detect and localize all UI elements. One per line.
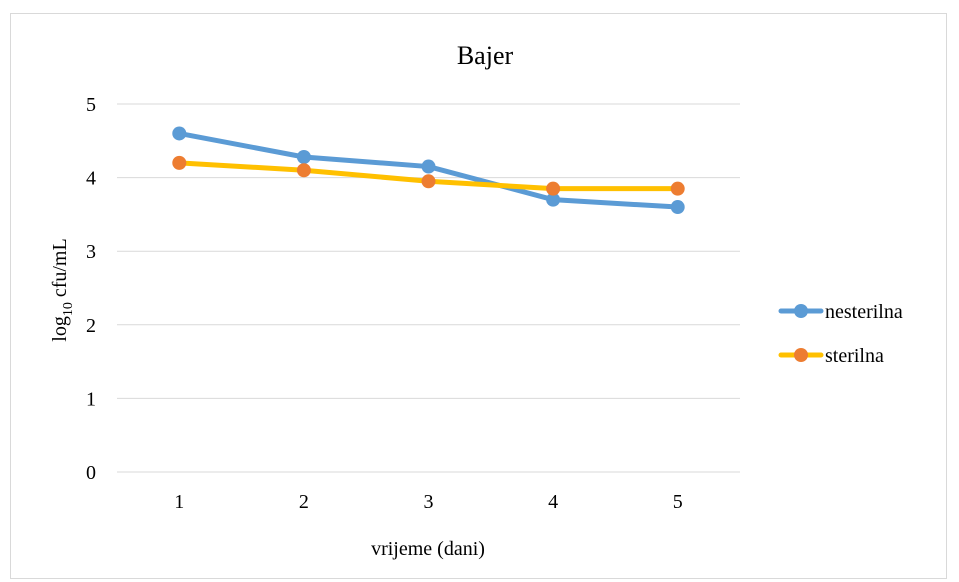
x-tick-label-5: 5 [673,491,683,513]
data-point-sterilna-1 [172,155,187,170]
y-tick-label-0: 0 [86,462,96,484]
y-axis-label-subscript: 10 [61,302,76,316]
series-layer [172,126,685,215]
y-tick-label-2: 2 [86,315,96,337]
data-point-sterilna-3 [421,174,436,189]
legend-label-sterilna: sterilna [825,345,884,367]
series-sterilna [172,155,685,196]
y-axis-label: log10 cfu/mL [49,238,76,341]
legend-swatch-marker-sterilna [794,348,808,362]
y-tick-label-1: 1 [86,388,96,410]
x-axis-label: vrijeme (dani) [371,538,485,560]
y-axis-label-rest: cfu/mL [49,238,71,302]
data-point-nesterilna-5 [670,200,685,215]
data-point-sterilna-2 [296,163,311,178]
x-tick-labels: 1 2 3 4 5 [174,491,682,513]
x-tick-label-3: 3 [424,491,434,513]
data-point-nesterilna-4 [546,192,561,207]
data-point-sterilna-4 [546,181,561,196]
y-tick-labels: 0 1 2 3 4 5 [86,94,96,484]
legend-swatch-marker-nesterilna [794,304,808,318]
series-nesterilna [172,126,685,215]
y-tick-label-4: 4 [86,168,96,190]
x-tick-label-4: 4 [548,491,558,513]
gridlines [117,103,740,473]
data-point-sterilna-5 [670,181,685,196]
chart-frame [10,13,947,579]
legend: nesterilna sterilna [778,301,903,367]
data-point-nesterilna-2 [296,149,311,164]
y-tick-label-3: 3 [86,241,96,263]
data-point-nesterilna-3 [421,159,436,174]
legend-item-nesterilna: nesterilna [778,301,903,323]
x-tick-label-2: 2 [299,491,309,513]
legend-item-sterilna: sterilna [778,345,884,367]
x-tick-label-1: 1 [174,491,184,513]
data-point-nesterilna-1 [172,126,187,141]
legend-label-nesterilna: nesterilna [825,301,903,323]
chart-title: Bajer [457,41,514,70]
y-tick-label-5: 5 [86,94,96,116]
y-axis-label-main: log [49,316,71,342]
